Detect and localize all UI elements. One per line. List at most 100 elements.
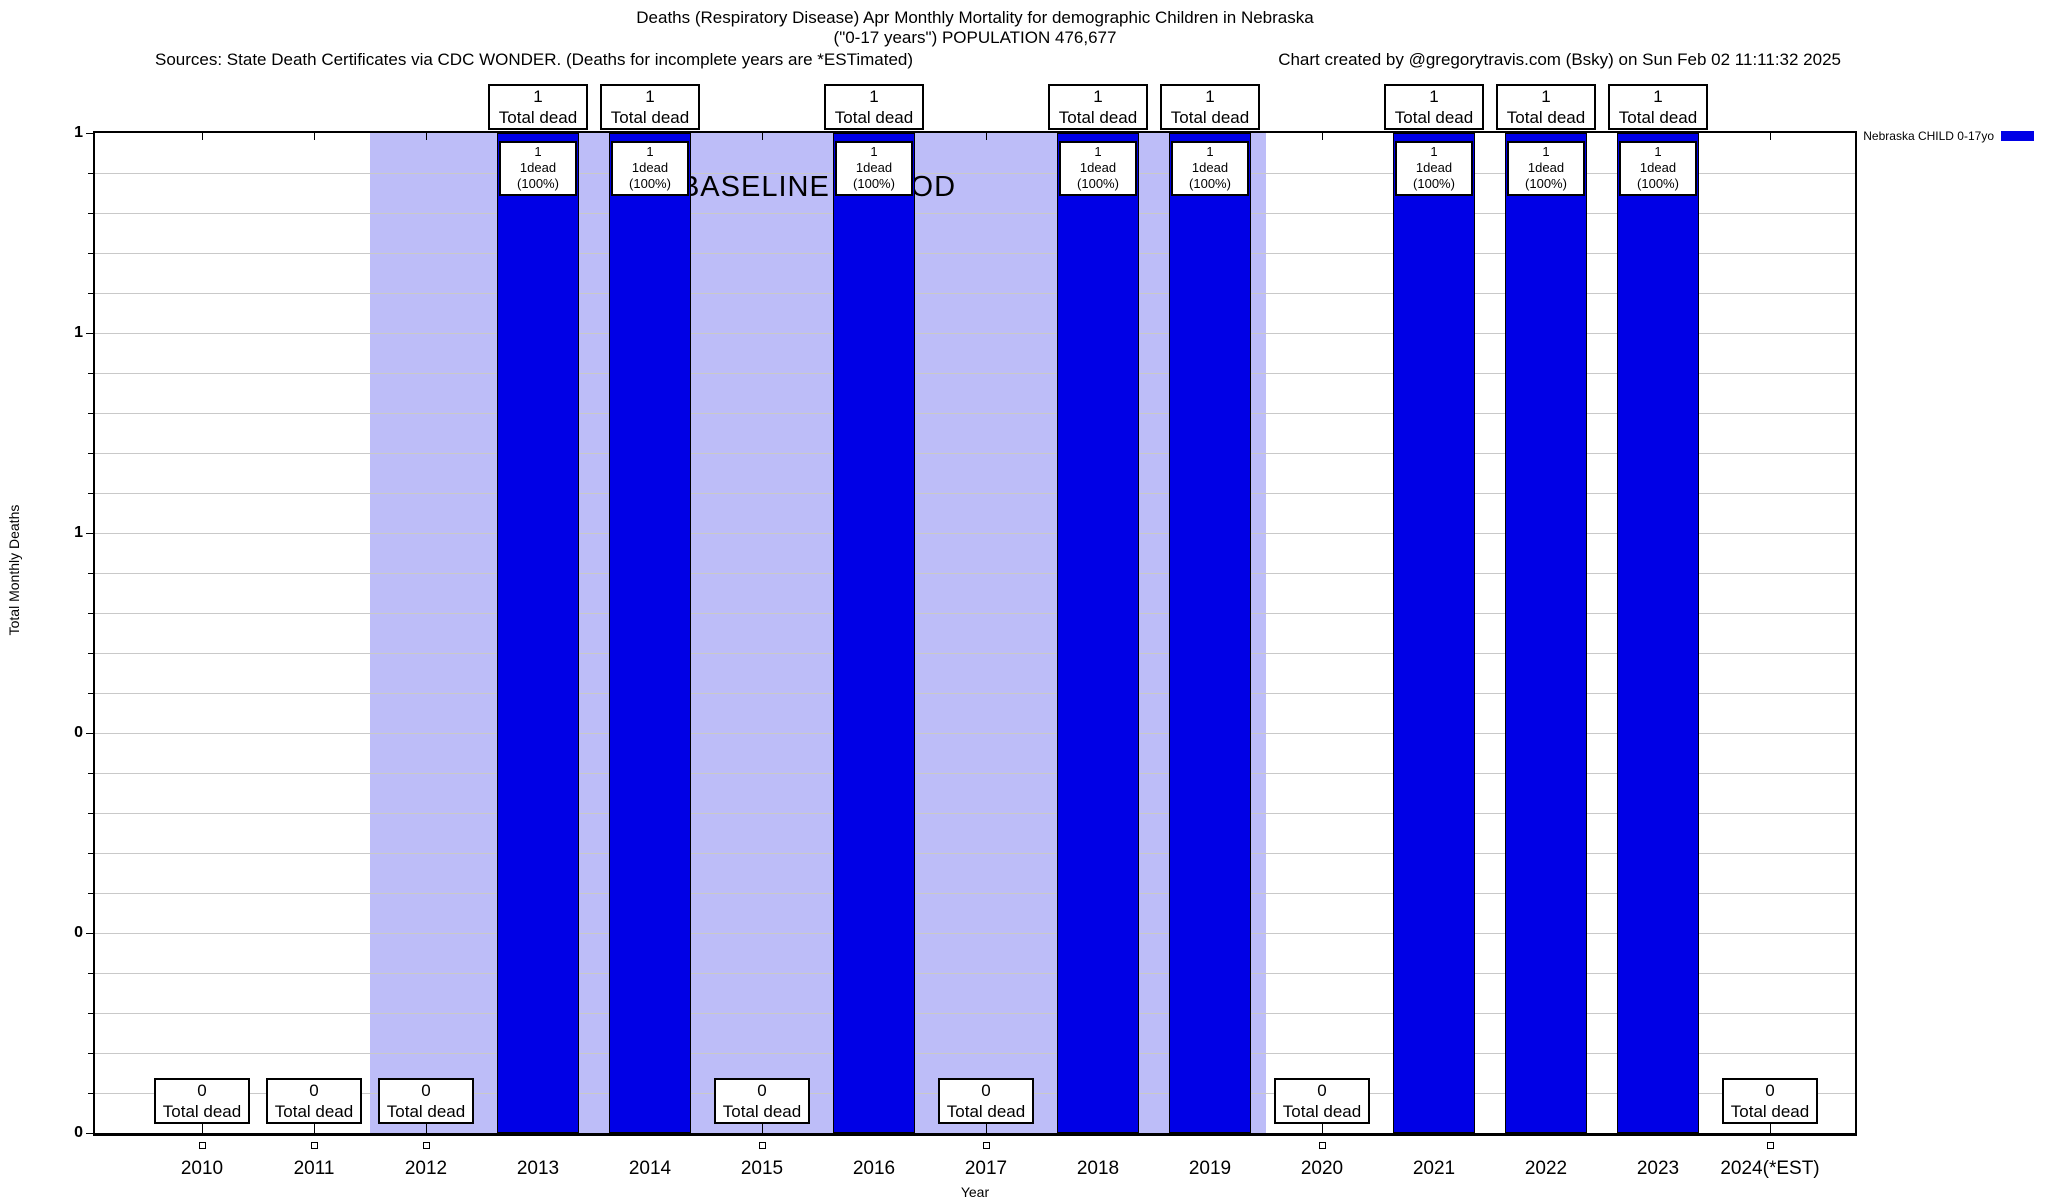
- x-axis-title: Year: [960, 1184, 990, 1200]
- bar-inner-value: 1: [1430, 144, 1438, 159]
- zero-total-box: 0 Total dead: [1722, 1078, 1818, 1124]
- x-axis-label-2018: 2018: [1076, 1158, 1120, 1179]
- gridline: [95, 573, 1855, 574]
- total-label: Total dead: [1618, 108, 1698, 127]
- x-axis-top-tick: [426, 133, 427, 140]
- gridline: [95, 333, 1855, 334]
- zero-connector-line: [986, 1124, 987, 1133]
- x-axis-label-2010: 2010: [180, 1158, 224, 1179]
- bar-inner-text: 1dead (100%): [1189, 160, 1231, 191]
- y-axis-tick: [88, 573, 95, 574]
- chart-subtitle: ("0-17 years") POPULATION 476,677: [833, 28, 1117, 47]
- gridline: [95, 693, 1855, 694]
- bar-inner-text: 1dead (100%): [1077, 160, 1119, 191]
- y-axis-tick: [88, 1093, 95, 1094]
- y-axis-tick-label: 0: [74, 724, 83, 741]
- zero-total-box: 0 Total dead: [154, 1078, 250, 1124]
- x-axis-top-tick: [1770, 133, 1771, 140]
- bar-total-box: 1 Total dead: [488, 84, 588, 130]
- bar-inner-text: 1dead (100%): [629, 160, 671, 191]
- bar-2023: 1 1dead (100%): [1617, 133, 1699, 1133]
- y-axis-tick: [88, 373, 95, 374]
- total-value: 0: [1765, 1081, 1775, 1100]
- total-label: Total dead: [1730, 1102, 1810, 1121]
- gridline: [95, 933, 1855, 934]
- total-label: Total dead: [1394, 108, 1474, 127]
- bar-inner-label: 1 1dead (100%): [835, 141, 913, 196]
- gridline: [95, 373, 1855, 374]
- y-axis-title: Total Monthly Deaths: [6, 504, 22, 636]
- total-value: 0: [197, 1081, 207, 1100]
- bar-inner-value: 1: [646, 144, 654, 159]
- sources-row: Sources: State Death Certificates via CD…: [95, 48, 1855, 70]
- total-value: 1: [1093, 87, 1103, 106]
- zero-connector-line: [202, 1124, 203, 1133]
- zero-connector-line: [426, 1124, 427, 1133]
- bar-total-box: 1 Total dead: [1608, 84, 1708, 130]
- gridline: [95, 973, 1855, 974]
- zero-total-box: 0 Total dead: [938, 1078, 1034, 1124]
- plot-area: BASELINE PERIOD 1 1 1 0 0 0 0 Total dead 2010 0 To…: [74, 84, 1857, 1179]
- total-label: Total dead: [834, 108, 914, 127]
- gridline: [95, 293, 1855, 294]
- y-axis-tick: [88, 293, 95, 294]
- total-value: 1: [533, 87, 543, 106]
- total-label: Total dead: [1282, 1102, 1362, 1121]
- bar-inner-value: 1: [1094, 144, 1102, 159]
- total-label: Total dead: [1506, 108, 1586, 127]
- legend-swatch-icon: [2001, 131, 2034, 141]
- total-label: Total dead: [274, 1102, 354, 1121]
- bar-2022: 1 1dead (100%): [1505, 133, 1587, 1133]
- total-label: Total dead: [946, 1102, 1026, 1121]
- y-axis-tick: [88, 773, 95, 774]
- zero-connector-line: [1770, 1124, 1771, 1133]
- x-axis-label-2020: 2020: [1300, 1158, 1344, 1179]
- bar-inner-label: 1 1dead (100%): [1171, 141, 1249, 196]
- bar-total-box: 1 Total dead: [1160, 84, 1260, 130]
- gridline: [95, 173, 1855, 174]
- bar-inner-label: 1 1dead (100%): [499, 141, 577, 196]
- gridline: [95, 613, 1855, 614]
- x-axis-label-2016: 2016: [852, 1158, 896, 1179]
- x-axis-top-tick: [762, 133, 763, 140]
- total-label: Total dead: [386, 1102, 466, 1121]
- chart-header: Deaths (Respiratory Disease) Apr Monthly…: [95, 8, 1855, 70]
- bar-inner-text: 1dead (100%): [853, 160, 895, 191]
- bar-total-box: 1 Total dead: [1384, 84, 1484, 130]
- gridline: [95, 1053, 1855, 1054]
- zero-square-marker: [310, 1142, 318, 1149]
- bar-inner-value: 1: [1654, 144, 1662, 159]
- total-label: Total dead: [610, 108, 690, 127]
- gridline: [95, 853, 1855, 854]
- x-axis-label-2022: 2022: [1524, 1158, 1568, 1179]
- y-axis-tick: [88, 653, 95, 654]
- gridline: [95, 253, 1855, 254]
- x-axis-top-tick: [314, 133, 315, 140]
- x-axis-label-2014: 2014: [628, 1158, 672, 1179]
- y-axis-tick: [88, 1053, 95, 1054]
- y-axis-tick: [86, 533, 95, 534]
- x-axis-label-2023: 2023: [1636, 1158, 1680, 1179]
- y-axis-tick: [88, 493, 95, 494]
- total-value: 0: [309, 1081, 319, 1100]
- bar-2013: 1 1dead (100%): [497, 133, 579, 1133]
- zero-square-marker: [1766, 1142, 1774, 1149]
- total-value: 1: [869, 87, 879, 106]
- legend-label: Nebraska CHILD 0-17yo: [1863, 129, 1994, 143]
- bar-total-box: 1 Total dead: [1496, 84, 1596, 130]
- y-axis-tick: [86, 333, 95, 334]
- zero-square-marker: [198, 1142, 206, 1149]
- y-axis-tick-label: 1: [74, 524, 83, 541]
- total-value: 0: [421, 1081, 431, 1100]
- y-axis-tick: [88, 973, 95, 974]
- gridline: [95, 1013, 1855, 1014]
- bar-2018: 1 1dead (100%): [1057, 133, 1139, 1133]
- legend: Nebraska CHILD 0-17yo: [1863, 129, 2034, 143]
- bar-total-box: 1 Total dead: [600, 84, 700, 130]
- total-value: 1: [1205, 87, 1215, 106]
- total-value: 1: [1653, 87, 1663, 106]
- total-label: Total dead: [498, 108, 578, 127]
- gridline: [95, 813, 1855, 814]
- y-axis-tick-label: 0: [74, 1124, 83, 1141]
